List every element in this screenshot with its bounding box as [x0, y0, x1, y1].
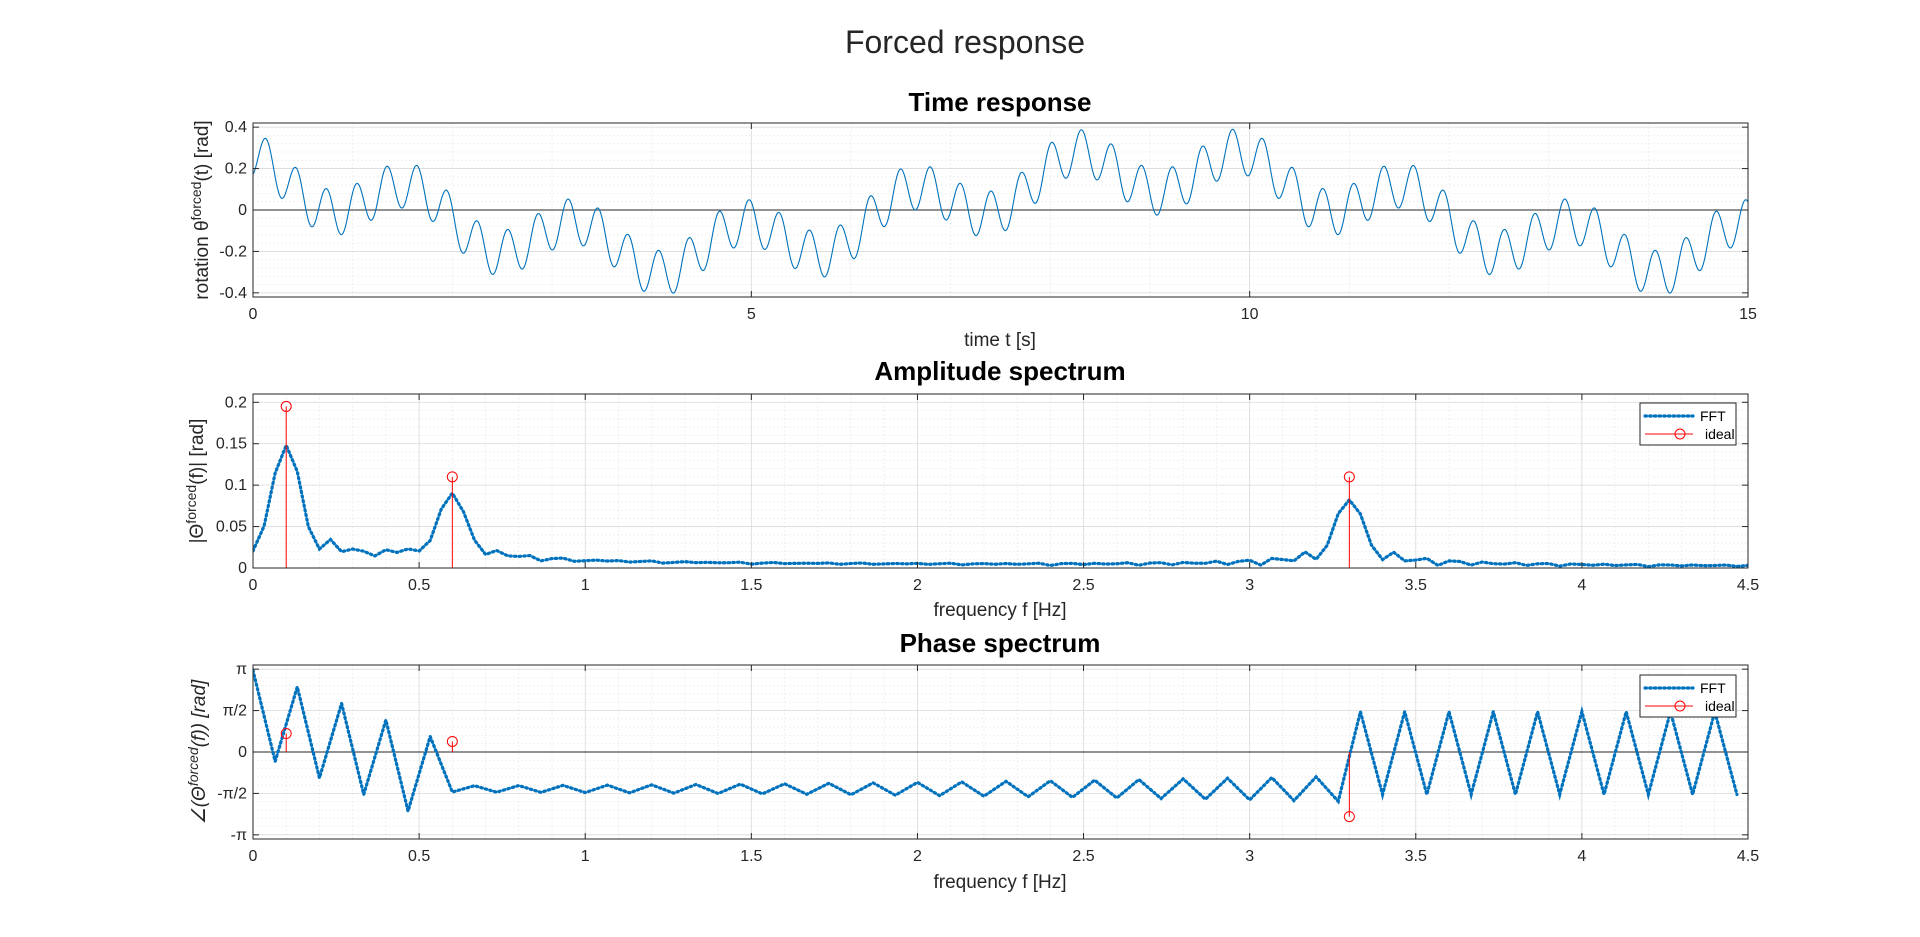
amplitude-legend: FFT ideal [1639, 402, 1737, 446]
y-tick-label: π [236, 661, 247, 678]
amplitude-spectrum-ylabel: |Θforced(f)| [rad] [183, 419, 208, 544]
amplitude-spectrum-title: Amplitude spectrum [874, 356, 1125, 386]
x-tick-label: 4 [1577, 577, 1586, 594]
phase-spectrum-series [253, 668, 1739, 823]
amplitude-spectrum-box [252, 393, 1749, 569]
x-tick-label: 2 [913, 577, 922, 594]
x-tick-label: 1.5 [740, 577, 762, 594]
legend-ideal-label: ideal [1705, 426, 1735, 442]
x-tick-label: 1 [581, 848, 590, 865]
legend-fft-label: FFT [1700, 680, 1726, 696]
phase-spectrum-axes: Phase spectrum 0 0.5 1 1.5 2 2.5 3 3.5 4 4.5 -π -π/… [185, 628, 1759, 893]
x-tick-label: 4 [1577, 848, 1586, 865]
legend-fft-label: FFT [1700, 408, 1726, 424]
ideal-marker [280, 400, 292, 412]
phase-spectrum-xlabel: frequency f [Hz] [933, 872, 1066, 893]
phase-spectrum-grid [252, 665, 1749, 839]
figure-title: Forced response [845, 24, 1085, 60]
y-tick-label: 0.4 [225, 119, 247, 136]
x-tick-label: 0 [249, 306, 258, 323]
phase-legend: FFT ideal [1639, 674, 1737, 718]
fft-phase-line [253, 668, 1739, 818]
time-response-axes: Time response 0 5 10 15 -0.4 -0.2 0 0.2 0.4 time… [188, 87, 1757, 351]
y-tick-label: 0.15 [216, 436, 247, 453]
x-tick-label: 2.5 [1072, 577, 1094, 594]
amplitude-spectrum-xlabel: frequency f [Hz] [933, 600, 1066, 621]
time-response-grid [252, 123, 1749, 297]
legend-ideal-marker [1674, 428, 1686, 440]
amplitude-legend-box [1639, 402, 1737, 446]
x-tick-label: 3 [1245, 577, 1254, 594]
ideal-marker [446, 735, 458, 747]
ideal-marker [446, 471, 458, 483]
x-tick-label: 1.5 [740, 848, 762, 865]
phase-spectrum-ylabel: ∠(Θforced(f)) [rad] [185, 679, 210, 824]
phase-spectrum-title: Phase spectrum [900, 628, 1101, 658]
time-response-ylabel: rotation θforced(t) [rad] [188, 120, 213, 299]
y-tick-label: 0.1 [225, 477, 247, 494]
x-tick-label: 3.5 [1405, 577, 1427, 594]
ideal-marker [1343, 811, 1355, 823]
y-tick-label: 0.2 [225, 394, 247, 411]
x-tick-label: 3.5 [1405, 848, 1427, 865]
amplitude-spectrum-axes: Amplitude spectrum 0 0.5 1 1.5 2 2.5 3 3.5 4 4.50… [183, 356, 1759, 621]
x-tick-label: 4.5 [1737, 848, 1759, 865]
time-response-title: Time response [908, 87, 1091, 117]
time-response-ticks: 0 5 10 15 -0.4 -0.2 0 0.2 0.4 [219, 119, 1757, 323]
y-tick-label: -π [231, 827, 247, 844]
amplitude-spectrum-grid [252, 394, 1749, 569]
x-tick-label: 15 [1739, 306, 1757, 323]
y-tick-label: π/2 [223, 703, 247, 720]
y-tick-label: 0.2 [225, 161, 247, 178]
y-tick-label: 0 [238, 744, 247, 761]
amplitude-spectrum-ticks: 0 0.5 1 1.5 2 2.5 3 3.5 4 4.5 0 0.05 0.1 0.15 0.2 [216, 394, 1759, 594]
time-response-series [253, 128, 1748, 294]
x-tick-label: 3 [1245, 848, 1254, 865]
x-tick-label: 0 [249, 848, 258, 865]
x-tick-label: 4.5 [1737, 577, 1759, 594]
time-response-xlabel: time t [s] [964, 330, 1036, 351]
phase-spectrum-ticks: 0 0.5 1 1.5 2 2.5 3 3.5 4 4.5 -π -π/2 0 π/2 π [217, 661, 1759, 865]
time-response-line [253, 128, 1748, 294]
x-tick-label: 0 [249, 577, 258, 594]
fft-amplitude-line [253, 441, 1748, 568]
x-tick-label: 2.5 [1072, 848, 1094, 865]
x-tick-label: 0.5 [408, 577, 430, 594]
y-tick-label: 0 [238, 202, 247, 219]
legend-ideal-marker [1674, 700, 1686, 712]
y-tick-label: -0.4 [219, 285, 247, 302]
amplitude-spectrum-series [253, 400, 1748, 568]
legend-ideal-label: ideal [1705, 698, 1735, 714]
x-tick-label: 5 [747, 306, 756, 323]
x-tick-label: 10 [1241, 306, 1259, 323]
ideal-marker [1343, 471, 1355, 483]
y-tick-label: -0.2 [219, 243, 247, 260]
x-tick-label: 2 [913, 848, 922, 865]
x-tick-label: 1 [581, 577, 590, 594]
x-tick-label: 0.5 [408, 848, 430, 865]
y-tick-label: -π/2 [217, 785, 247, 802]
y-tick-label: 0.05 [216, 519, 247, 536]
ideal-marker [280, 728, 292, 740]
phase-legend-box [1639, 674, 1737, 718]
y-tick-label: 0 [238, 560, 247, 577]
